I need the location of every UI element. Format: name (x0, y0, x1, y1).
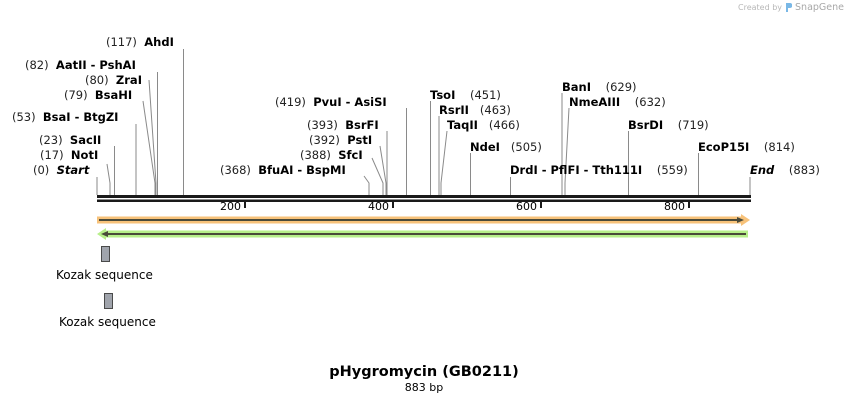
site-ecop15i[interactable]: EcoP15I (814) (698, 140, 795, 154)
kozak-feature-label-1[interactable]: Kozak sequence (56, 268, 153, 282)
site-psti[interactable]: (392) PstI (309, 133, 373, 147)
reverse-feature-arrow (97, 228, 748, 240)
site-rsrii[interactable]: RsrII (463) (439, 103, 511, 117)
site-ahdi[interactable]: (117) AhdI (106, 35, 174, 49)
site-bani[interactable]: BanI (629) (562, 80, 637, 94)
site-sacii[interactable]: (23) SacII (39, 133, 102, 147)
site-bsahi[interactable]: (79) BsaHI (64, 88, 133, 102)
site-end[interactable]: End (883) (750, 163, 820, 177)
site-ndei[interactable]: NdeI (505) (470, 140, 542, 154)
tick-label-800: 800 (664, 200, 685, 213)
site-bsrdi[interactable]: BsrDI (719) (628, 118, 709, 132)
map-title: pHygromycin (GB0211) (329, 364, 519, 380)
kozak-feature-box-1 (101, 246, 110, 262)
site-zrai[interactable]: (80) ZraI (85, 73, 142, 87)
site-bsai-btgzi[interactable]: (53) BsaI - BtgZI (12, 110, 119, 124)
tick-label-400: 400 (368, 200, 389, 213)
site-lines (96, 49, 751, 195)
kozak-feature-box-2 (104, 293, 113, 309)
site-nmeaiii[interactable]: NmeAIII (632) (569, 95, 666, 109)
forward-feature-arrow (97, 214, 750, 226)
snapgene-logo-icon (786, 3, 793, 12)
site-drdi-pflfi-tth111i[interactable]: DrdI - PflFI - Tth111I (559) (510, 163, 688, 177)
map-length: 883 bp (404, 381, 444, 394)
site-taqii[interactable]: TaqII (466) (447, 118, 520, 132)
site-bsrfi[interactable]: (393) BsrFI (307, 118, 379, 132)
site-bfuai-bspmi[interactable]: (368) BfuAI - BspMI (220, 163, 346, 177)
credit-brand: SnapGene (795, 2, 844, 13)
dna-backbone (97, 195, 751, 202)
site-tsoi[interactable]: TsoI (451) (430, 88, 501, 102)
site-noti[interactable]: (17) NotI (40, 148, 99, 162)
tick-label-200: 200 (220, 200, 241, 213)
credit-prefix: Created by (738, 3, 783, 12)
site-start[interactable]: (0) Start (33, 163, 90, 177)
ruler-ticks (244, 202, 690, 208)
site-pvui-asisi[interactable]: (419) PvuI - AsiSI (275, 95, 387, 109)
snapgene-credit: Created by SnapGene (738, 2, 844, 13)
site-sfci[interactable]: (388) SfcI (300, 148, 363, 162)
tick-label-600: 600 (516, 200, 537, 213)
kozak-feature-label-2[interactable]: Kozak sequence (59, 315, 156, 329)
site-aatii-pshai[interactable]: (82) AatII - PshAI (25, 58, 136, 72)
